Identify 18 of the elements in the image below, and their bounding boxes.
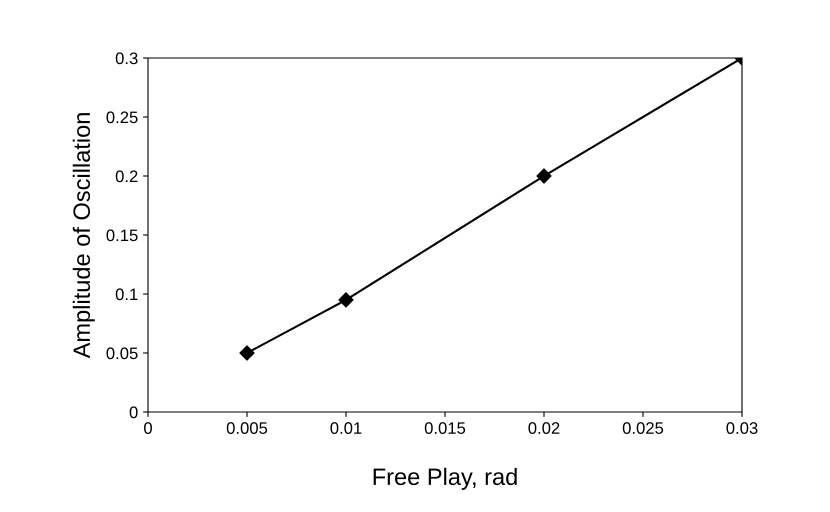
y-tick-label: 0.1 bbox=[116, 288, 138, 300]
x-tick-label: 0.02 bbox=[528, 422, 560, 434]
x-tick-label: 0.005 bbox=[226, 422, 268, 434]
y-tick-label: 0.3 bbox=[116, 52, 138, 64]
y-tick-label: 0 bbox=[130, 406, 138, 418]
point bbox=[338, 292, 354, 308]
y-tick-label: 0.2 bbox=[116, 170, 138, 182]
x-tick-label: 0 bbox=[144, 422, 152, 434]
y-tick-label: 0.15 bbox=[106, 229, 138, 242]
x-tick-label: 0.01 bbox=[330, 422, 362, 434]
x-tick-label: 0.025 bbox=[622, 422, 664, 434]
x-tick-label: 0.03 bbox=[726, 422, 758, 434]
point bbox=[239, 345, 255, 361]
y-tick-label: 0.25 bbox=[106, 111, 138, 124]
x-tick-label: 0.015 bbox=[424, 422, 466, 434]
y-axis-title: Amplitude of Oscillation bbox=[72, 113, 95, 358]
y-tick-label: 0.05 bbox=[106, 347, 138, 360]
x-axis-title: Free Play, rad bbox=[374, 468, 517, 490]
